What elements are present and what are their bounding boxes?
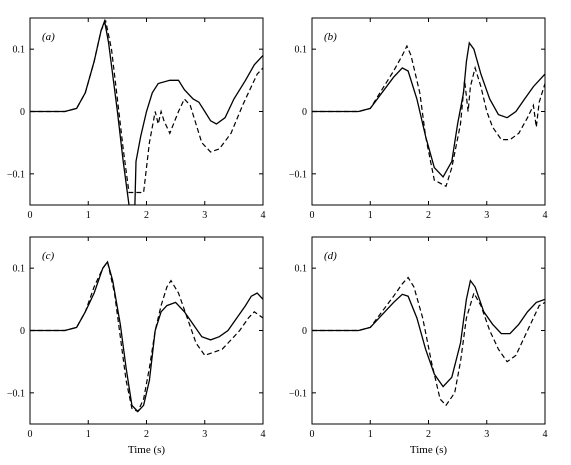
panel-a-y-tick-label: −0.1: [7, 169, 25, 180]
panel-a-y-tick-label: 0.1: [13, 45, 26, 56]
panel-c-label: (c): [42, 250, 55, 262]
panel-b: 0 1 2 3 4 −0.1 0 0.1 (b): [289, 17, 548, 221]
panel-c: 0 1 2 3 4 −0.1 0 0.1 (c) Time (s): [7, 236, 266, 456]
panel-d-x-tick-label: 1: [368, 429, 373, 440]
panel-d-x-axis-label: Time (s): [410, 444, 448, 456]
panel-d-x-tick-label: 2: [426, 429, 431, 440]
panel-d-y-tick-label: 0: [302, 326, 307, 337]
panel-b-y-tick-label: −0.1: [289, 169, 307, 180]
panel-d-x-tick-label: 0: [310, 429, 315, 440]
panel-d: 0 1 2 3 4 −0.1 0 0.1 (d) Time (s): [289, 236, 548, 456]
panel-a-x-tick-label: 1: [86, 210, 91, 221]
panel-b-x-tick-label: 1: [368, 210, 373, 221]
panel-d-series-dashed-line: [312, 276, 545, 407]
panel-a-series-dashed-line: [30, 19, 263, 194]
panel-d-series-solid-line: [312, 279, 545, 388]
panel-a-x-tick-label: 4: [261, 210, 266, 221]
panel-c-y-tick-label: −0.1: [7, 388, 25, 399]
panel-c-y-tick-label: 0: [20, 326, 25, 337]
panel-a-x-tick-label: 2: [144, 210, 149, 221]
panel-b-x-tick-label: 3: [484, 210, 489, 221]
panel-a-y-tick-label: 0: [20, 107, 25, 118]
panel-c-x-tick-label: 2: [144, 429, 149, 440]
panel-c-series-solid-line: [30, 260, 263, 413]
panel-c-x-axis-label: Time (s): [128, 444, 166, 456]
panel-b-series-solid-line: [312, 41, 545, 178]
panel-c-x-tick-label: 3: [202, 429, 207, 440]
panel-c-x-tick-label: 4: [261, 429, 266, 440]
panel-c-series-dashed-line: [30, 260, 263, 413]
panel-d-x-tick-label: 3: [484, 429, 489, 440]
panel-c-y-tick-label: 0.1: [13, 264, 26, 275]
panel-c-x-tick-label: 1: [86, 429, 91, 440]
panel-a-label: (a): [42, 31, 55, 43]
panel-c-x-tick-label: 0: [28, 429, 33, 440]
panel-a-series-solid-line: [30, 18, 263, 205]
panel-d-label: (d): [324, 250, 337, 262]
panel-d-x-tick-label: 4: [543, 429, 548, 440]
panel-b-x-tick-label: 4: [543, 210, 548, 221]
panel-a-x-tick-label: 0: [28, 210, 33, 221]
panel-b-y-tick-label: 0: [302, 107, 307, 118]
panel-b-label: (b): [324, 31, 337, 43]
panel-b-y-tick-label: 0.1: [295, 45, 308, 56]
panel-d-y-tick-label: −0.1: [289, 388, 307, 399]
panel-d-y-tick-label: 0.1: [295, 264, 308, 275]
panel-b-x-tick-label: 0: [310, 210, 315, 221]
panel-a: 0 1 2 3 4 −0.1 0 0.1 (a): [7, 17, 266, 221]
panel-b-x-tick-label: 2: [426, 210, 431, 221]
panel-a-x-tick-label: 3: [202, 210, 207, 221]
